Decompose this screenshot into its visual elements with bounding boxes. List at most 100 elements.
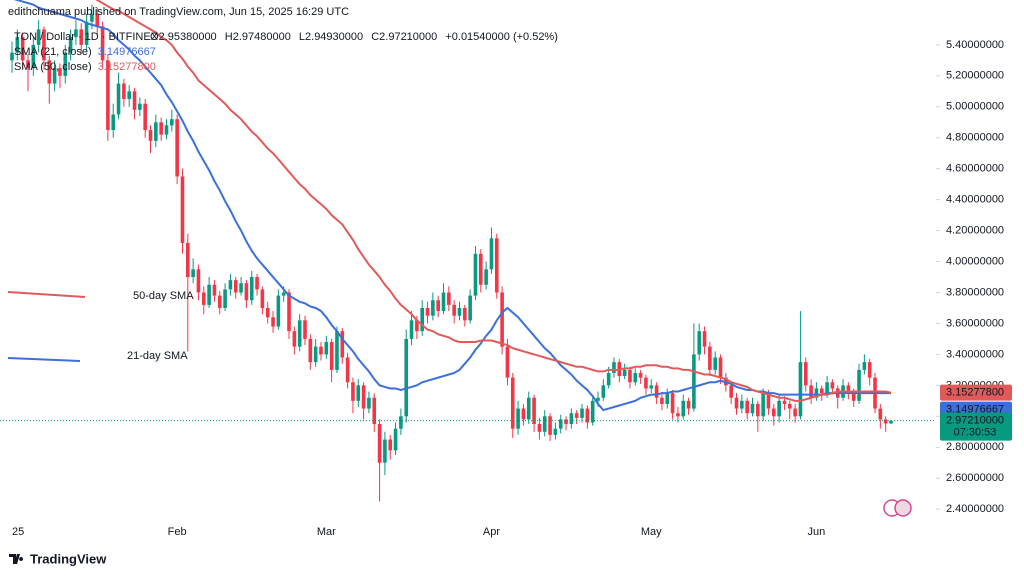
candle-body — [223, 289, 227, 308]
y-tick-label: 3.40000000 — [946, 348, 1004, 360]
candle-body — [857, 369, 861, 401]
candle-body — [404, 338, 409, 417]
candle-body — [47, 60, 52, 84]
legend-name: SMA (21, close) — [14, 46, 92, 58]
candle-body — [148, 130, 153, 141]
candle-body — [68, 37, 73, 53]
y-tick-label: 4.80000000 — [946, 132, 1004, 144]
candle-body — [718, 357, 723, 378]
candle-body — [601, 385, 606, 398]
candle-body — [660, 397, 664, 404]
candle-body — [542, 416, 547, 432]
legend-value: 3.14976667 — [98, 46, 156, 58]
candle-body — [548, 416, 552, 435]
legend-value: 3.15277800 — [98, 61, 156, 73]
quote-key: L — [299, 31, 305, 43]
candle-body — [862, 362, 867, 370]
candle-body — [622, 369, 627, 377]
candle-body — [883, 419, 888, 424]
candle-body — [420, 307, 424, 332]
candle-body — [84, 21, 89, 45]
legend-name: SMA (50, close) — [14, 61, 92, 73]
candle-body — [729, 385, 733, 398]
candle-body — [393, 428, 398, 451]
candle-body — [825, 382, 829, 394]
corner-icon — [883, 499, 912, 517]
candle-body — [233, 280, 238, 293]
candle-body — [143, 103, 147, 130]
x-tick-label: May — [641, 526, 662, 538]
x-tick-label: Jun — [808, 526, 826, 538]
y-tick-label: 2.60000000 — [946, 472, 1004, 484]
candle-body — [313, 346, 318, 363]
candle-body — [111, 114, 116, 130]
y-tick-label: 5.00000000 — [946, 101, 1004, 113]
brand-logo: TradingView — [9, 551, 107, 566]
candle-body — [255, 277, 259, 290]
candle-body — [750, 403, 755, 414]
candle-body — [20, 37, 25, 61]
x-tick-label: 25 — [12, 526, 24, 538]
icon — [894, 499, 912, 517]
candle-body — [479, 253, 483, 285]
sma-line — [13, 0, 892, 412]
candle-body — [793, 408, 797, 417]
candle-body — [777, 400, 781, 417]
candle-body — [734, 397, 739, 409]
candle-body — [665, 393, 670, 404]
candle-body — [409, 320, 414, 339]
candle-body — [52, 68, 57, 84]
candle-body — [846, 385, 851, 394]
quote-key: O — [150, 31, 159, 43]
candle-body — [260, 289, 265, 308]
candle-body — [740, 400, 744, 409]
candle-body — [574, 413, 579, 418]
quote-value: 2.95380000 — [159, 31, 217, 43]
candle-body — [889, 420, 893, 424]
candle-body — [58, 68, 62, 76]
y-tick-label: 3.80000000 — [946, 286, 1004, 298]
annotation: 21-day SMA — [127, 350, 188, 362]
candle-body — [186, 242, 190, 278]
candle-body — [654, 385, 659, 398]
candle-body — [138, 103, 142, 110]
candle-body — [303, 320, 307, 339]
candle-body — [340, 331, 345, 358]
candle-body — [772, 408, 776, 417]
candle-body — [766, 393, 771, 409]
candle-body — [798, 362, 803, 417]
x-tick-label: Feb — [168, 526, 187, 538]
quote-key: H — [225, 31, 233, 43]
candle-body — [463, 307, 467, 321]
y-tick-label: 4.40000000 — [946, 194, 1004, 206]
candle-body — [431, 300, 435, 316]
candle-body — [809, 385, 813, 398]
candle-body — [356, 385, 361, 401]
overlay: 50-day SMA 21-day SMA — [7, 290, 194, 362]
annotation: 50-day SMA — [133, 290, 194, 302]
candle-body — [473, 253, 478, 296]
candle-body — [361, 385, 366, 409]
y-tick-label: 3.60000000 — [946, 317, 1004, 329]
candle-body — [201, 292, 206, 305]
candle-body — [670, 393, 675, 414]
candle-body — [494, 238, 499, 293]
candle-body — [564, 419, 568, 425]
candle-body — [244, 283, 249, 301]
price-box-label: 3.15277800 — [946, 387, 1004, 399]
publisher: edithchuama published on TradingView.com… — [8, 6, 349, 18]
candle-body — [217, 295, 222, 308]
candle-body — [345, 357, 350, 383]
candle-body — [702, 331, 707, 347]
candle-body — [676, 413, 680, 417]
candle-body — [644, 377, 648, 389]
countdown: 07:30:53 — [954, 427, 997, 439]
candle-body — [383, 439, 387, 463]
quote-value: 2.97480000 — [233, 31, 291, 43]
candle-body — [436, 300, 440, 312]
candle-body — [612, 362, 616, 373]
candle-body — [803, 362, 808, 386]
candle-body — [95, 13, 100, 27]
candle-body — [100, 26, 105, 61]
